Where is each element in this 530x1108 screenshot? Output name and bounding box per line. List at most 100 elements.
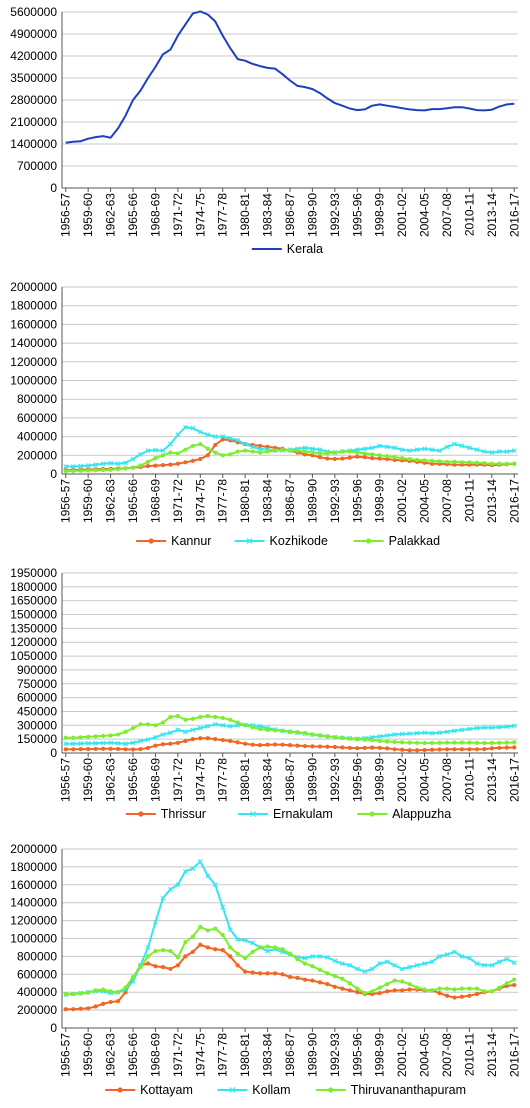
data-point	[101, 733, 106, 739]
data-point	[347, 981, 352, 986]
data-point	[63, 469, 68, 474]
data-point	[71, 735, 76, 740]
data-point	[257, 450, 263, 455]
data-point	[452, 728, 457, 734]
data-point	[512, 977, 517, 982]
x-tick-label: 2010-11	[462, 193, 476, 236]
data-point	[190, 458, 195, 464]
data-point	[474, 740, 479, 745]
data-point	[130, 740, 136, 746]
x-tick-label: 2010-11	[462, 1033, 476, 1076]
x-tick-label: 1956-57	[59, 1033, 73, 1077]
x-tick-label: 2007-08	[440, 479, 454, 523]
data-point	[496, 449, 502, 454]
data-point	[287, 448, 293, 453]
data-point	[130, 465, 136, 470]
x-tick-label: 2016-17	[507, 193, 521, 237]
data-point	[444, 747, 450, 752]
y-tick-label: 700000	[17, 159, 57, 173]
data-point	[145, 459, 151, 464]
y-tick-label: 1000000	[10, 374, 57, 388]
data-point	[227, 436, 233, 441]
data-point	[175, 432, 181, 438]
data-point	[481, 962, 487, 968]
data-point	[302, 977, 308, 982]
legend-label: Palakkad	[389, 534, 440, 548]
series-line	[65, 10, 515, 144]
data-point	[197, 859, 203, 864]
data-point	[70, 464, 76, 469]
data-point	[190, 425, 196, 431]
y-tick-label: 4900000	[10, 27, 57, 41]
data-point	[459, 740, 465, 745]
data-point	[347, 745, 352, 751]
x-tick-label: 2007-08	[440, 1033, 454, 1077]
data-point	[422, 987, 427, 992]
data-point	[205, 446, 210, 451]
data-point	[145, 722, 151, 727]
data-point	[101, 1001, 106, 1006]
data-point	[93, 988, 98, 993]
data-point	[459, 460, 465, 465]
x-tick-label: 2004-05	[418, 758, 432, 802]
data-point	[220, 904, 226, 910]
data-point	[227, 723, 233, 729]
x-tick-label: 2013-14	[485, 1033, 499, 1077]
y-tick-label: 1400000	[10, 896, 57, 910]
data-point	[511, 960, 517, 966]
y-tick-label: 1600000	[10, 878, 57, 892]
data-point	[422, 446, 427, 452]
data-point	[400, 979, 405, 984]
data-point	[324, 954, 330, 960]
data-point	[459, 443, 465, 449]
data-point	[407, 731, 413, 737]
y-tick-label: 1650000	[10, 594, 57, 608]
data-point	[340, 449, 345, 454]
data-point	[115, 467, 121, 472]
data-point	[198, 736, 203, 741]
data-point	[228, 738, 233, 744]
legend-marker	[138, 811, 144, 817]
data-point	[220, 737, 225, 743]
data-point	[310, 446, 315, 452]
data-point	[272, 945, 278, 950]
x-tick-label: 1980-81	[238, 479, 252, 523]
data-point	[130, 747, 136, 752]
y-tick-label: 800000	[17, 949, 57, 963]
data-point	[160, 463, 166, 468]
data-point	[302, 955, 308, 961]
data-point	[310, 450, 315, 455]
x-tick-label: 1992-93	[328, 1033, 342, 1077]
data-point	[198, 441, 203, 447]
data-point	[355, 986, 360, 991]
data-point	[63, 991, 68, 997]
data-point	[228, 954, 233, 959]
legend-label: Kannur	[171, 534, 211, 548]
data-point	[489, 725, 495, 731]
chart-kerala: 0 700000 1400000 2100000 2800000 3500000 42000…	[10, 5, 521, 256]
data-point	[302, 449, 308, 454]
data-point	[429, 458, 435, 464]
y-tick-label: 600000	[17, 691, 57, 705]
data-point	[235, 740, 240, 745]
data-point	[437, 747, 442, 752]
legend-item: Thiruvananthapuram	[315, 1083, 466, 1097]
data-point	[340, 456, 345, 461]
data-point	[511, 448, 517, 454]
data-point	[213, 737, 218, 742]
data-point	[235, 720, 240, 725]
data-point	[339, 961, 345, 966]
x-tick-label: 1998-99	[373, 193, 387, 237]
data-point	[93, 734, 98, 739]
data-point	[370, 456, 375, 461]
data-point	[399, 966, 405, 972]
data-point	[414, 962, 420, 968]
series-thrissur	[63, 736, 517, 753]
data-point	[243, 448, 248, 453]
data-point	[332, 744, 337, 750]
data-point	[489, 962, 495, 968]
data-point	[265, 449, 270, 454]
x-tick-label: 2007-08	[440, 193, 454, 237]
data-point	[474, 460, 479, 465]
